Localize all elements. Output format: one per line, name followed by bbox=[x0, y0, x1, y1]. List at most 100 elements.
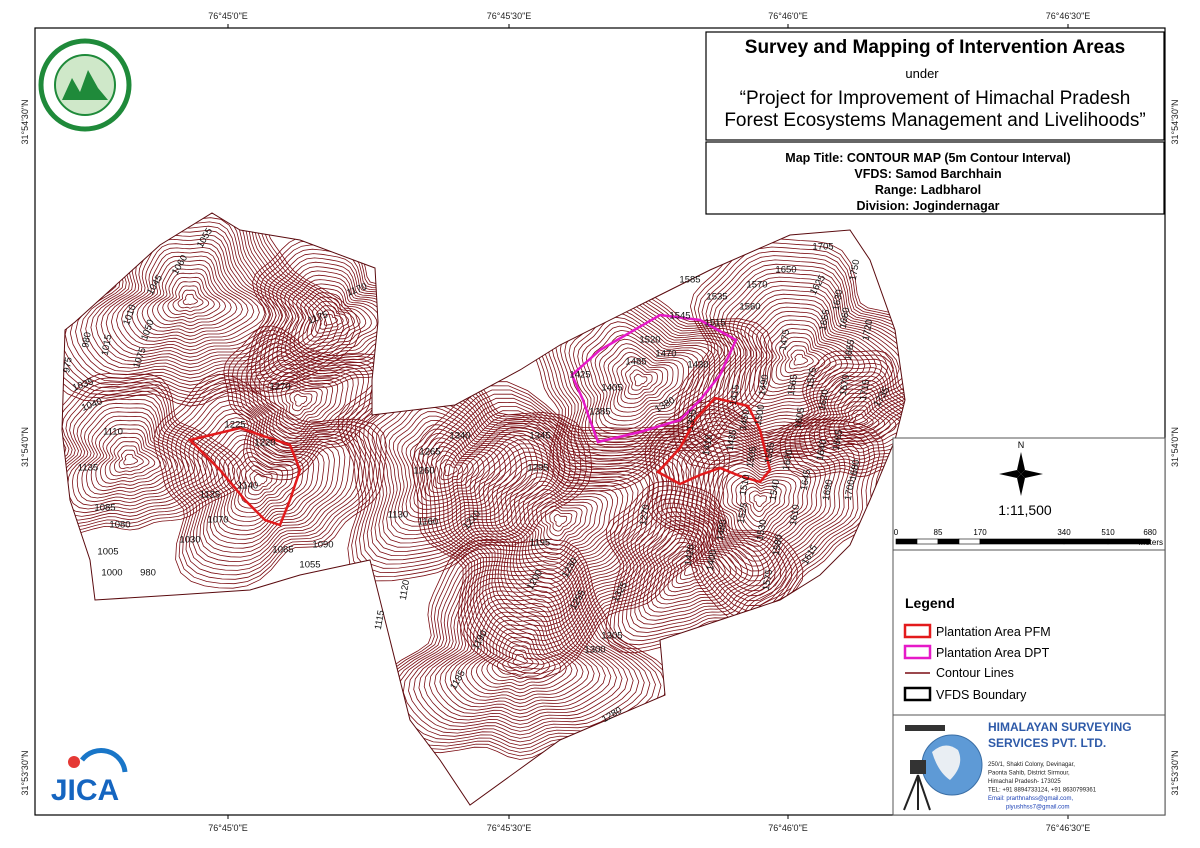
contour-line bbox=[100, 432, 167, 484]
contour-line bbox=[451, 418, 685, 637]
contour-line bbox=[197, 417, 335, 545]
contour-line bbox=[465, 431, 670, 623]
contour-label: 1575 bbox=[805, 367, 820, 390]
contour-line bbox=[81, 415, 190, 499]
contour-label: 1305 bbox=[601, 631, 622, 642]
coord-label: 31°54'30"N bbox=[1170, 99, 1180, 144]
contour-line bbox=[249, 469, 273, 491]
contour-line bbox=[438, 406, 700, 651]
contour-line bbox=[246, 235, 440, 397]
contour-label: 1540 bbox=[768, 479, 783, 502]
contour-label: 1715 bbox=[858, 379, 873, 402]
contour-label: 1720 bbox=[861, 319, 876, 342]
jica-logo: JICA bbox=[51, 748, 128, 807]
contour-label: 1195 bbox=[530, 538, 550, 549]
contour-line bbox=[72, 407, 201, 506]
map-info: Division: Jogindernagar bbox=[856, 199, 999, 213]
contour-line bbox=[271, 372, 334, 430]
contour-line bbox=[744, 486, 777, 517]
coord-label: 31°53'30"N bbox=[1170, 750, 1180, 795]
scale-segment bbox=[937, 538, 960, 545]
contour-line bbox=[408, 568, 640, 736]
contour-label: 1505 bbox=[745, 446, 760, 469]
contour-line bbox=[170, 391, 367, 571]
company-address: TEL: +91 8894733124, +91 8630799361 bbox=[988, 788, 1097, 794]
contour-line bbox=[491, 636, 551, 680]
contour-line bbox=[227, 329, 385, 476]
contour-label: 1000 bbox=[101, 568, 122, 579]
contour-line bbox=[231, 451, 294, 509]
contour-line bbox=[634, 511, 765, 625]
contour-line bbox=[780, 340, 826, 378]
contour-line bbox=[397, 415, 517, 523]
contour-line bbox=[646, 524, 748, 613]
contour-line bbox=[748, 490, 772, 513]
contour-line bbox=[126, 247, 260, 344]
contour-layer bbox=[62, 213, 905, 760]
contour-line bbox=[114, 445, 150, 473]
contour-line bbox=[151, 268, 232, 327]
contour-line bbox=[166, 386, 372, 576]
jica-text: JICA bbox=[51, 774, 119, 807]
contour-label: 1055 bbox=[299, 560, 320, 571]
scale-segment bbox=[1063, 538, 1109, 545]
contour-line bbox=[478, 443, 654, 608]
pfm-area bbox=[187, 426, 302, 527]
contour-line bbox=[95, 428, 173, 488]
contour-line bbox=[428, 585, 617, 722]
contour-label: 1410 bbox=[701, 434, 716, 457]
contour-line bbox=[289, 279, 384, 358]
contour-line bbox=[675, 554, 709, 585]
contour-line bbox=[629, 369, 653, 391]
contour-label: 1160 bbox=[418, 517, 438, 528]
contour-line bbox=[753, 494, 767, 507]
legend-swatch bbox=[903, 623, 932, 639]
contour-line bbox=[444, 598, 601, 711]
contour-line bbox=[416, 385, 726, 675]
contour-label: 1270 bbox=[269, 382, 290, 393]
coord-label: 76°46'30"E bbox=[1046, 11, 1091, 21]
contour-line bbox=[833, 396, 891, 440]
contour-line bbox=[172, 285, 210, 313]
contour-line bbox=[677, 242, 905, 466]
contour-line bbox=[280, 381, 323, 421]
contour-line bbox=[418, 577, 629, 729]
contour-line bbox=[276, 376, 328, 426]
contour-line bbox=[118, 449, 144, 470]
contour-line bbox=[621, 498, 782, 638]
contour-line bbox=[167, 281, 215, 316]
contour-line bbox=[793, 353, 809, 366]
contour-line bbox=[775, 336, 831, 381]
contour-label: 1665 bbox=[831, 429, 846, 452]
scale-segment bbox=[916, 538, 939, 545]
contour-line bbox=[157, 272, 227, 323]
contour-label: 1650 bbox=[775, 265, 796, 276]
contour-line bbox=[507, 649, 534, 669]
legend-item: Contour Lines bbox=[936, 666, 1014, 680]
contour-line bbox=[549, 509, 573, 532]
contour-line bbox=[443, 410, 695, 646]
contour-line bbox=[439, 594, 606, 715]
contour-line bbox=[650, 528, 743, 609]
contour-line bbox=[153, 373, 387, 589]
contour-line bbox=[843, 405, 880, 433]
contour-line bbox=[95, 221, 294, 365]
contour-line bbox=[598, 338, 690, 422]
contour-label: 1520 bbox=[639, 335, 660, 346]
contour-label: 1750 bbox=[848, 259, 863, 282]
contour-line bbox=[691, 255, 905, 454]
contour-label: 1430 bbox=[687, 360, 708, 371]
contour-line bbox=[603, 343, 684, 417]
contour-line bbox=[853, 413, 869, 426]
contour-line bbox=[470, 619, 573, 694]
company-address: piyushhss7@gmail.com bbox=[1006, 805, 1069, 811]
contour-line bbox=[726, 289, 894, 424]
contour-line bbox=[568, 308, 726, 452]
contour-line bbox=[177, 289, 204, 309]
pfm-area bbox=[655, 396, 772, 486]
contour-label: 1670 bbox=[838, 374, 853, 397]
contour-label: 1345 bbox=[529, 431, 550, 442]
contour-label: 1575 bbox=[761, 569, 776, 592]
contour-label: 1565 bbox=[786, 374, 801, 397]
